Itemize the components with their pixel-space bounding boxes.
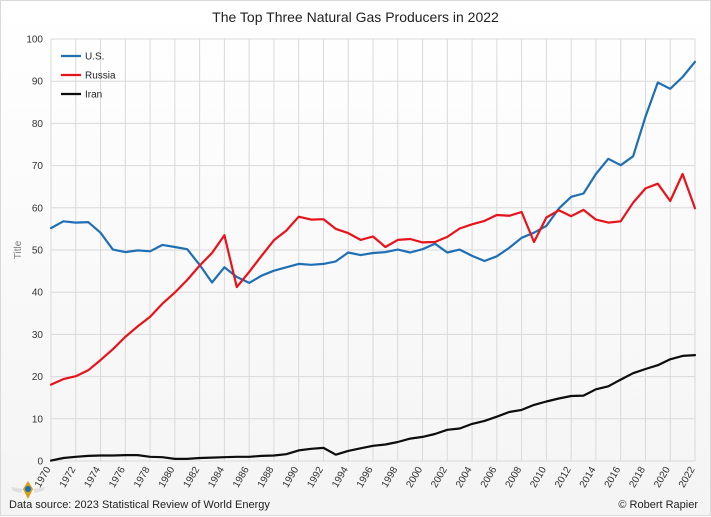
x-tick-label: 1980 [157, 465, 178, 490]
y-tick-label: 10 [32, 414, 44, 425]
x-tick-label: 2020 [652, 465, 673, 490]
x-tick-label: 1984 [206, 465, 227, 490]
x-tick-label: 2022 [677, 465, 698, 490]
series-line-u-s [49, 60, 697, 284]
y-tick-label: 40 [32, 288, 44, 299]
x-tick-label: 2002 [429, 465, 450, 490]
x-tick-label: 1972 [58, 465, 79, 490]
y-tick-label: 20 [32, 372, 44, 383]
legend-label: Iran [85, 90, 102, 101]
x-tick-label: 2008 [504, 465, 525, 490]
x-tick-label: 1976 [107, 465, 128, 490]
x-tick-label: 1988 [256, 465, 277, 490]
chart-title: The Top Three Natural Gas Producers in 2… [212, 9, 499, 25]
x-tick-label: 1990 [281, 465, 302, 490]
x-tick-label: 1974 [82, 465, 103, 490]
legend: U.S. Russia Iran [61, 52, 116, 101]
x-tick-label: 1996 [355, 465, 376, 490]
x-tick-label: 2018 [627, 465, 648, 490]
y-tick-label: 70 [32, 161, 44, 172]
x-tick-label: 1998 [380, 465, 401, 490]
y-tick-label: 100 [26, 35, 43, 46]
y-tick-label: 30 [32, 330, 44, 341]
x-tick-label: 1982 [182, 465, 203, 490]
series-line-iran [49, 354, 697, 462]
y-tick-label: 90 [32, 77, 44, 88]
y-tick-label: 60 [32, 203, 44, 214]
x-tick-label: 2010 [528, 465, 549, 490]
legend-label: U.S. [85, 52, 104, 63]
data-source-note: Data source: 2023 Statistical Review of … [9, 499, 270, 511]
x-tick-label: 2000 [404, 465, 425, 490]
x-axis-ticks: 1970 1972 1974 1976 1978 1980 1982 1984 1986 1988… [33, 465, 698, 490]
logo-emblem [11, 481, 45, 499]
series-lines [49, 60, 697, 462]
author-credit: © Robert Rapier [618, 499, 698, 511]
series-line-russia [49, 172, 697, 386]
x-tick-label: 2006 [479, 465, 500, 490]
x-tick-label: 2014 [578, 465, 599, 490]
x-tick-label: 1986 [231, 465, 252, 490]
x-tick-label: 1994 [330, 465, 351, 490]
x-tick-label: 2012 [553, 465, 574, 490]
y-axis-ticks: 0 10 20 30 40 50 60 70 80 90 100 [26, 35, 43, 468]
x-tick-label: 1978 [132, 465, 153, 490]
x-tick-label: 2004 [454, 465, 475, 490]
y-tick-label: 0 [37, 457, 43, 468]
y-axis-label: Title [13, 240, 24, 259]
y-tick-label: 50 [32, 246, 44, 257]
legend-label: Russia [85, 71, 116, 82]
gridlines [50, 38, 696, 462]
y-tick-label: 80 [32, 119, 44, 130]
x-tick-label: 2016 [603, 465, 624, 490]
x-tick-label: 1992 [305, 465, 326, 490]
